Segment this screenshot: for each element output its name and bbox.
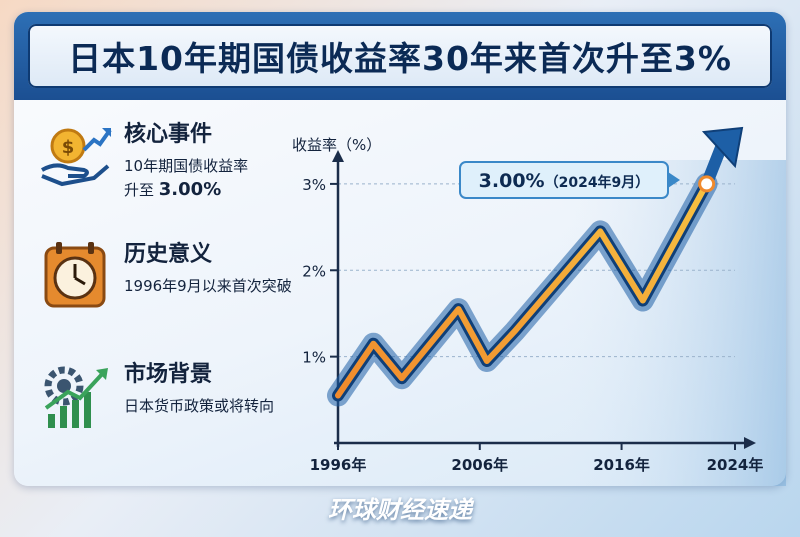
x-axis-arrow <box>744 437 756 449</box>
title-banner: 日本10年期国债收益率30年来首次升至3% <box>14 12 786 100</box>
y-tick-label: 3% <box>302 176 326 194</box>
title-box: 日本10年期国债收益率30年来首次升至3% <box>28 24 772 88</box>
core-event-heading: 核心事件 <box>124 122 213 147</box>
coin-hand-growth-icon: $ <box>41 128 112 187</box>
footer-brand: 环球财经速递 <box>328 496 472 524</box>
x-tick-label: 2024年 <box>707 456 764 474</box>
clock-calendar-icon <box>44 242 106 308</box>
key-point-core-event: $ 核心事件 10年期国债收益率 升至 3.00% <box>28 112 318 212</box>
core-event-line1: 10年期国债收益率 <box>124 157 249 175</box>
trend-arrow-head <box>701 126 744 169</box>
core-event-value: 3.00% <box>158 179 222 200</box>
key-point-background: 市场背景 日本货币政策或将转向 <box>28 352 318 452</box>
x-tick-label: 1996年 <box>310 456 367 474</box>
svg-text:$: $ <box>62 137 75 158</box>
highlight-point <box>698 175 716 193</box>
x-tick-label: 2016年 <box>593 456 650 474</box>
series-line <box>335 180 710 399</box>
y-tick-label: 2% <box>302 262 326 280</box>
annotation-label: 3.00%（2024年9月） <box>479 170 650 192</box>
core-event-prefix: 升至 <box>124 181 159 199</box>
annotation-pointer <box>668 172 680 188</box>
y-tick-label: 1% <box>302 349 326 367</box>
chart-backdrop <box>560 160 786 486</box>
x-tick-label: 2006年 <box>451 456 508 474</box>
history-text: 1996年9月以来首次突破 <box>124 277 292 295</box>
background-heading: 市场背景 <box>124 362 213 387</box>
key-point-history: 历史意义 1996年9月以来首次突破 <box>28 232 318 332</box>
key-points-panel: $ 核心事件 10年期国债收益率 升至 3.00% 历史意义 1996年9月以来… <box>28 112 318 472</box>
y-axis-arrow <box>332 150 344 162</box>
y-axis-label: 收益率（%） <box>292 136 381 154</box>
history-heading: 历史意义 <box>124 242 213 267</box>
core-event-text: 10年期国债收益率 升至 3.00% <box>124 154 248 202</box>
gear-growth-chart-icon <box>44 366 108 428</box>
background-text: 日本货币政策或将转向 <box>124 397 275 415</box>
core-event-line2: 升至 3.00% <box>124 178 248 202</box>
page-title: 日本10年期国债收益率30年来首次升至3% <box>68 39 732 78</box>
